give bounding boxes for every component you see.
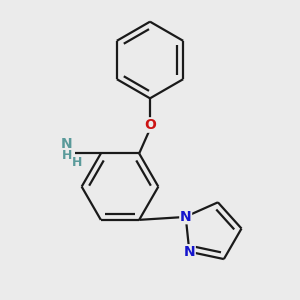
Text: N: N: [184, 245, 195, 259]
Text: N: N: [61, 137, 73, 151]
Text: N: N: [180, 210, 191, 224]
Text: H: H: [72, 156, 83, 169]
Text: O: O: [144, 118, 156, 132]
Text: H: H: [61, 148, 72, 162]
